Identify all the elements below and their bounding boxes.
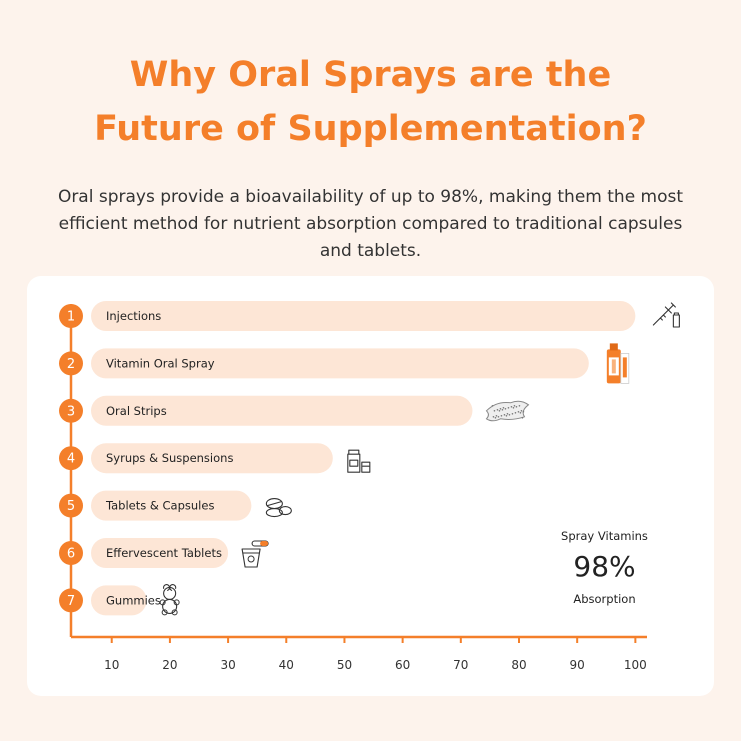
spray-bottle-icon (606, 343, 630, 384)
x-tick-label: 50 (337, 658, 352, 672)
rank-badge (59, 541, 83, 565)
rank-badge (59, 446, 83, 471)
oral-strip-icon (485, 400, 530, 422)
bar-6 (91, 538, 229, 568)
page-title: Why Oral Sprays are the Future of Supple… (0, 48, 741, 156)
x-tick-label: 80 (511, 658, 526, 672)
callout-value: 98% (573, 550, 636, 583)
bar-label: Injections (106, 309, 161, 323)
x-tick-label: 90 (570, 658, 585, 672)
rank-number: 4 (67, 452, 75, 467)
rank-number: 2 (67, 357, 75, 372)
bar-4 (91, 443, 333, 474)
tablets-icon (265, 498, 292, 518)
x-tick-label: 100 (624, 658, 647, 672)
effervescent-glass-icon (241, 540, 269, 568)
x-tick-label: 40 (279, 658, 294, 672)
title-line-1: Why Oral Sprays are the (129, 55, 612, 95)
x-tick-label: 70 (453, 658, 468, 672)
rank-number: 7 (67, 594, 75, 609)
callout-label-top: Spray Vitamins (561, 529, 648, 543)
absorption-callout: Spray Vitamins 98% Absorption (547, 528, 662, 607)
bar-label: Syrups & Suspensions (106, 451, 233, 465)
x-tick-label: 60 (395, 658, 410, 672)
rank-number: 3 (67, 404, 75, 419)
bar-label: Oral Strips (106, 404, 167, 418)
title-line-2: Future of Supplementation? (94, 109, 647, 149)
bar-label: Effervescent Tablets (106, 546, 222, 560)
rank-number: 1 (67, 310, 75, 325)
x-tick-label: 30 (220, 658, 235, 672)
x-tick-label: 20 (162, 658, 177, 672)
syrup-bottle-icon (347, 449, 371, 473)
bar-3 (91, 395, 473, 426)
page-description: Oral sprays provide a bioavailability of… (57, 187, 684, 261)
rank-badge (59, 493, 83, 518)
bar-5 (91, 490, 252, 521)
rank-badge (59, 304, 83, 328)
bar-2 (91, 348, 589, 379)
bar-label: Gummies (106, 593, 161, 607)
gummy-bear-icon (159, 584, 180, 616)
bar-7 (91, 585, 147, 616)
rank-number: 5 (67, 499, 75, 514)
rank-badge (59, 351, 83, 376)
syringe-icon (652, 302, 680, 328)
chart-card: 10 20 30 40 50 60 70 80 90 100 Injections 1 Vitamin … (27, 276, 714, 696)
x-tick-label: 10 (104, 658, 119, 672)
bar-1 (91, 301, 636, 331)
rank-number: 6 (67, 547, 75, 562)
callout-label-bottom: Absorption (573, 592, 636, 606)
rank-badge (59, 398, 83, 423)
bar-label: Tablets & Capsules (105, 499, 214, 513)
rank-badge (59, 588, 83, 613)
absorption-bar-chart: 10 20 30 40 50 60 70 80 90 100 Injections 1 Vitamin … (59, 301, 680, 672)
bar-label: Vitamin Oral Spray (106, 356, 215, 370)
